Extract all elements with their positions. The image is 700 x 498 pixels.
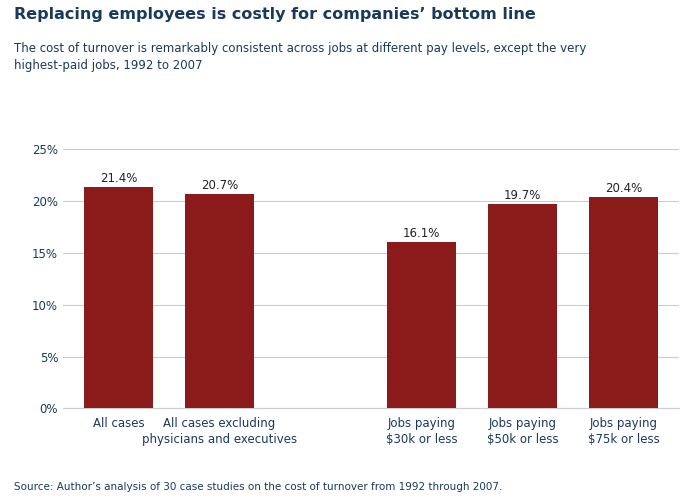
Bar xyxy=(186,194,254,408)
Text: 16.1%: 16.1% xyxy=(402,227,440,240)
Text: 20.4%: 20.4% xyxy=(605,182,642,195)
Text: 20.7%: 20.7% xyxy=(201,179,238,192)
Bar xyxy=(387,242,456,408)
Text: 21.4%: 21.4% xyxy=(100,172,137,185)
Text: 19.7%: 19.7% xyxy=(504,189,541,202)
Bar xyxy=(589,197,658,408)
Bar xyxy=(488,204,556,408)
Bar xyxy=(84,187,153,408)
Text: Replacing employees is costly for companies’ bottom line: Replacing employees is costly for compan… xyxy=(14,7,536,22)
Text: Source: Author’s analysis of 30 case studies on the cost of turnover from 1992 t: Source: Author’s analysis of 30 case stu… xyxy=(14,482,503,492)
Text: The cost of turnover is remarkably consistent across jobs at different pay level: The cost of turnover is remarkably consi… xyxy=(14,42,587,72)
